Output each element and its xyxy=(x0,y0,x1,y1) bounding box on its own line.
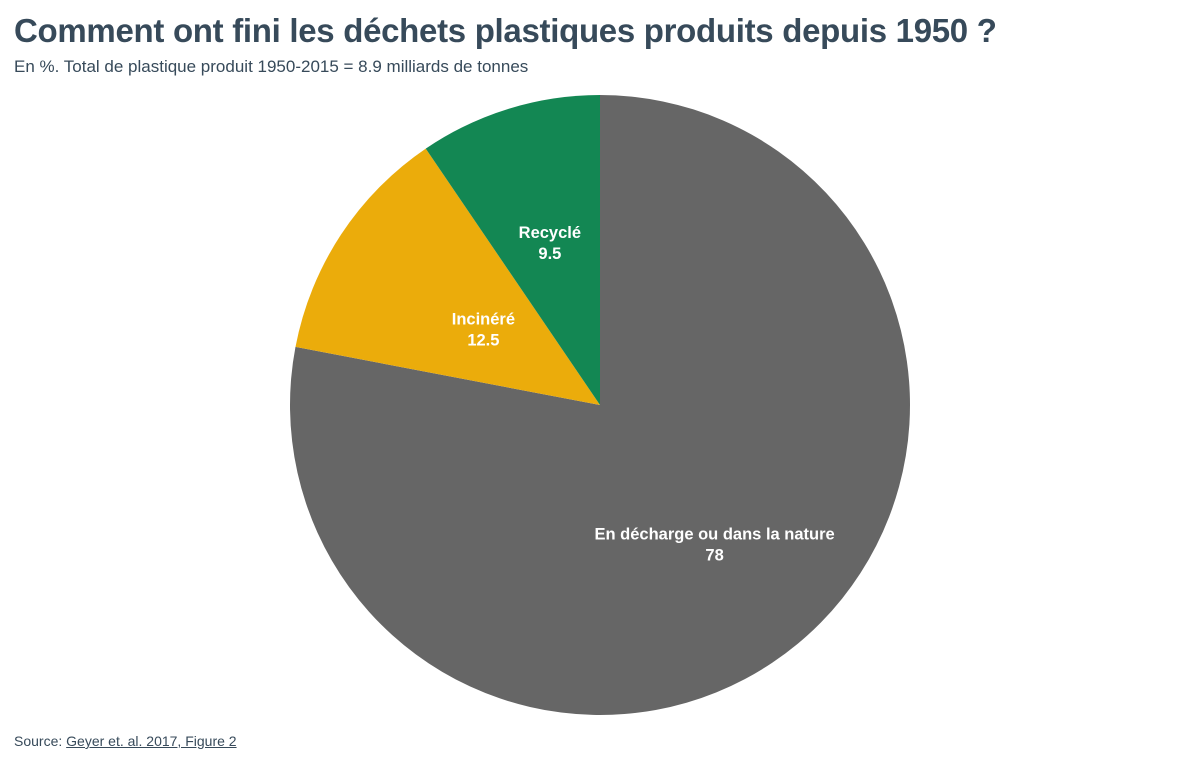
pie-slice xyxy=(290,95,911,715)
pie-slice xyxy=(425,95,600,405)
chart-title: Comment ont fini les déchets plastiques … xyxy=(14,12,997,49)
slice-label: Incinéré xyxy=(452,310,515,328)
slice-value-label: 12.5 xyxy=(467,331,499,349)
source-link[interactable]: Geyer et. al. 2017, Figure 2 xyxy=(66,733,237,749)
slice-value-label: 78 xyxy=(705,547,723,565)
slice-value-label: 9.5 xyxy=(538,245,561,263)
chart-subtitle: En %. Total de plastique produit 1950-20… xyxy=(14,57,529,76)
slice-label: Recyclé xyxy=(519,224,581,242)
pie-slice xyxy=(295,148,600,405)
source-label: Source: xyxy=(14,733,63,749)
slice-label: En décharge ou dans la nature xyxy=(594,526,834,544)
source-note: Source: Geyer et. al. 2017, Figure 2 xyxy=(14,733,237,749)
